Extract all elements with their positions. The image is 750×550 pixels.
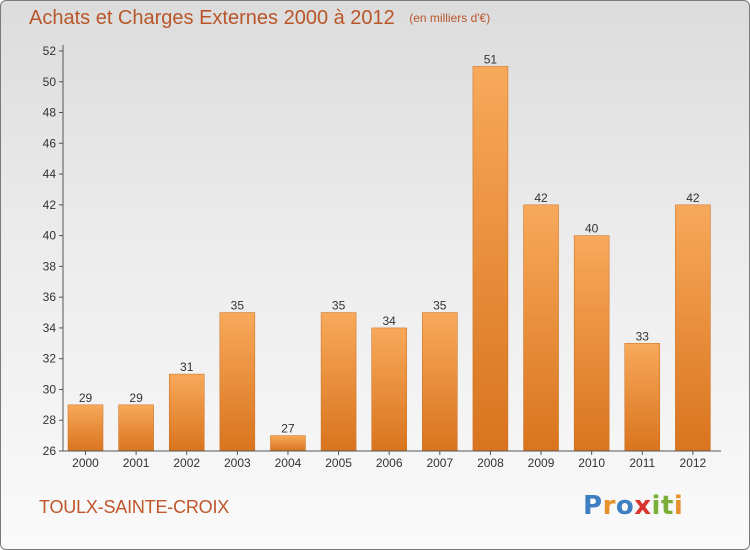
x-tick-label: 2005 (325, 456, 352, 470)
chart-subtitle: (en milliers d'€) (409, 11, 491, 25)
bar (472, 66, 509, 452)
bar-value-label: 29 (129, 391, 143, 405)
bar-value-label: 34 (383, 314, 397, 328)
y-tick-label: 50 (43, 75, 57, 89)
bar (624, 343, 661, 452)
bars: 29 29 31 35 27 35 34 35 51 42 40 33 42 (67, 52, 711, 452)
bar-value-label: 42 (534, 191, 548, 205)
logo-letter: o (615, 491, 635, 521)
chart-title: Achats et Charges Externes 2000 à 2012 (29, 7, 395, 29)
bar (523, 204, 559, 452)
bar-value-label: 27 (281, 422, 295, 436)
y-tick-label: 36 (43, 290, 57, 304)
logo-letter: r (602, 491, 616, 521)
x-tick-label: 2009 (528, 456, 555, 470)
bar-value-label: 35 (332, 299, 346, 313)
bar (168, 373, 205, 452)
x-tick-label: 2010 (578, 456, 605, 470)
bar-value-label: 35 (433, 299, 447, 313)
y-tick-label: 32 (43, 352, 57, 366)
bar-value-label: 33 (636, 329, 650, 343)
bar-value-label: 31 (180, 360, 194, 374)
y-tick-label: 42 (43, 198, 57, 212)
y-tick-label: 44 (43, 167, 57, 181)
y-tick-label: 38 (43, 259, 57, 273)
x-tick-label: 2000 (72, 456, 99, 470)
x-tick-label: 2001 (123, 456, 150, 470)
bar (67, 404, 104, 452)
bar-value-label: 29 (79, 391, 93, 405)
y-tick-label: 40 (43, 229, 57, 243)
logo-letter: x (634, 491, 652, 521)
y-tick-label: 28 (43, 413, 57, 427)
y-axis: 26 28 30 32 34 36 38 40 42 44 46 48 50 52 (43, 44, 64, 458)
x-tick-label: 2011 (629, 456, 655, 470)
logo-letter: t (660, 491, 674, 521)
x-tick-label: 2012 (680, 456, 707, 470)
bar-value-label: 51 (484, 52, 498, 66)
proxiti-logo[interactable]: Proxiti (583, 491, 683, 521)
bar-value-label: 42 (686, 191, 700, 205)
title-row: Achats et Charges Externes 2000 à 2012 (… (29, 7, 490, 30)
bar (422, 312, 458, 452)
y-tick-label: 26 (43, 444, 57, 458)
x-tick-label: 2008 (477, 456, 504, 470)
bar-value-label: 35 (231, 299, 245, 313)
bar (118, 404, 154, 452)
y-tick-label: 46 (43, 136, 57, 150)
bar-value-label: 40 (585, 222, 599, 236)
logo-letter: i (673, 491, 684, 521)
bar (320, 312, 357, 452)
bar (573, 235, 610, 452)
bar (675, 204, 711, 452)
x-tick-label: 2002 (173, 456, 200, 470)
logo-letter: i (651, 491, 661, 521)
bar (270, 435, 306, 452)
y-tick-label: 52 (43, 44, 57, 58)
bar (371, 327, 407, 452)
x-tick-label: 2004 (275, 456, 302, 470)
y-tick-label: 48 (43, 106, 57, 120)
x-tick-label: 2007 (426, 456, 453, 470)
bar (219, 312, 256, 452)
y-tick-label: 30 (43, 382, 57, 396)
logo-letter: P (583, 491, 603, 521)
x-tick-label: 2006 (376, 456, 403, 470)
y-tick-label: 34 (43, 321, 57, 335)
commune-name: TOULX-SAINTE-CROIX (39, 497, 230, 517)
x-axis: 2000 2001 2002 2003 2004 2005 2006 2007 2008 2009… (63, 450, 721, 470)
x-tick-label: 2003 (224, 456, 251, 470)
